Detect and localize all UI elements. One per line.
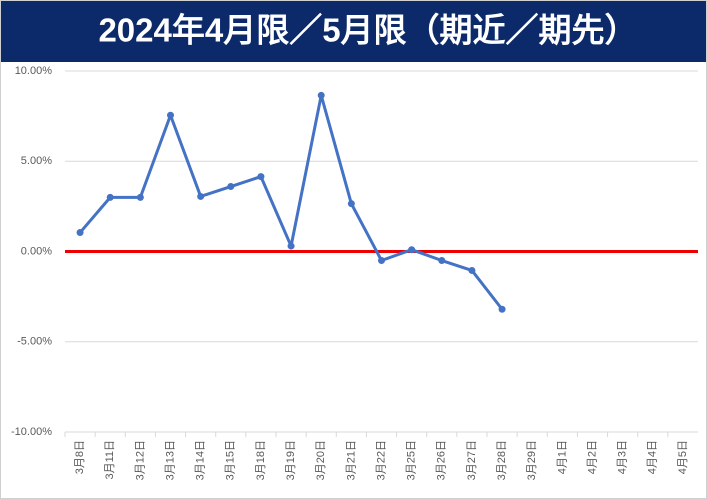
data-point bbox=[317, 91, 325, 99]
data-point bbox=[257, 173, 265, 181]
x-tick-label: 4月4日 bbox=[647, 440, 659, 474]
x-tick-label: 3月22日 bbox=[375, 440, 387, 480]
data-point bbox=[227, 183, 235, 191]
data-point bbox=[167, 111, 174, 119]
x-tick-label: 3月13日 bbox=[164, 440, 176, 480]
x-tick-label: 3月25日 bbox=[406, 440, 418, 480]
y-tick-label: 0.00% bbox=[21, 245, 52, 257]
x-tick-label: 3月29日 bbox=[526, 440, 538, 480]
x-tick-label: 3月11日 bbox=[104, 440, 116, 480]
data-point bbox=[76, 229, 84, 237]
data-point bbox=[378, 257, 385, 265]
x-tick-label: 4月2日 bbox=[586, 440, 598, 474]
data-point bbox=[468, 266, 476, 274]
data-point bbox=[347, 200, 355, 208]
x-tick-label: 3月20日 bbox=[315, 440, 327, 480]
x-tick-label: 4月5日 bbox=[677, 440, 689, 474]
y-tick-label: -5.00% bbox=[17, 336, 52, 348]
x-tick-label: 3月19日 bbox=[285, 440, 297, 480]
x-tick-label: 3月18日 bbox=[255, 440, 267, 480]
x-tick-label: 3月12日 bbox=[134, 440, 146, 480]
data-point bbox=[106, 193, 114, 201]
x-tick-label: 3月26日 bbox=[436, 440, 448, 480]
x-tick-label: 3月8日 bbox=[74, 440, 86, 474]
x-tick-label: 3月21日 bbox=[345, 440, 357, 480]
chart-title: 2024年4月限／5月限（期近／期先） bbox=[98, 12, 637, 49]
x-tick-label: 4月1日 bbox=[556, 440, 568, 474]
x-tick-label: 3月14日 bbox=[195, 440, 207, 480]
data-point bbox=[197, 192, 205, 200]
y-tick-label: 5.00% bbox=[21, 155, 52, 167]
data-point bbox=[438, 257, 446, 265]
y-tick-label: 10.00% bbox=[15, 65, 53, 77]
x-tick-label: 4月3日 bbox=[617, 440, 629, 474]
x-tick-label: 3月28日 bbox=[496, 440, 508, 480]
title-banner bbox=[1, 1, 706, 62]
data-point bbox=[136, 193, 144, 201]
data-point bbox=[498, 305, 506, 313]
x-tick-label: 3月15日 bbox=[225, 440, 237, 480]
data-point bbox=[408, 246, 416, 254]
data-point bbox=[287, 242, 295, 250]
x-tick-label: 3月27日 bbox=[466, 440, 478, 480]
y-tick-label: -10.00% bbox=[11, 426, 52, 438]
